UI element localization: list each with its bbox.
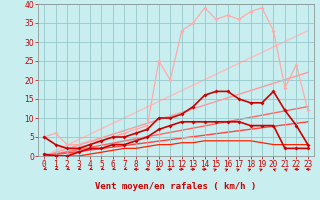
X-axis label: Vent moyen/en rafales ( km/h ): Vent moyen/en rafales ( km/h )	[95, 182, 257, 191]
